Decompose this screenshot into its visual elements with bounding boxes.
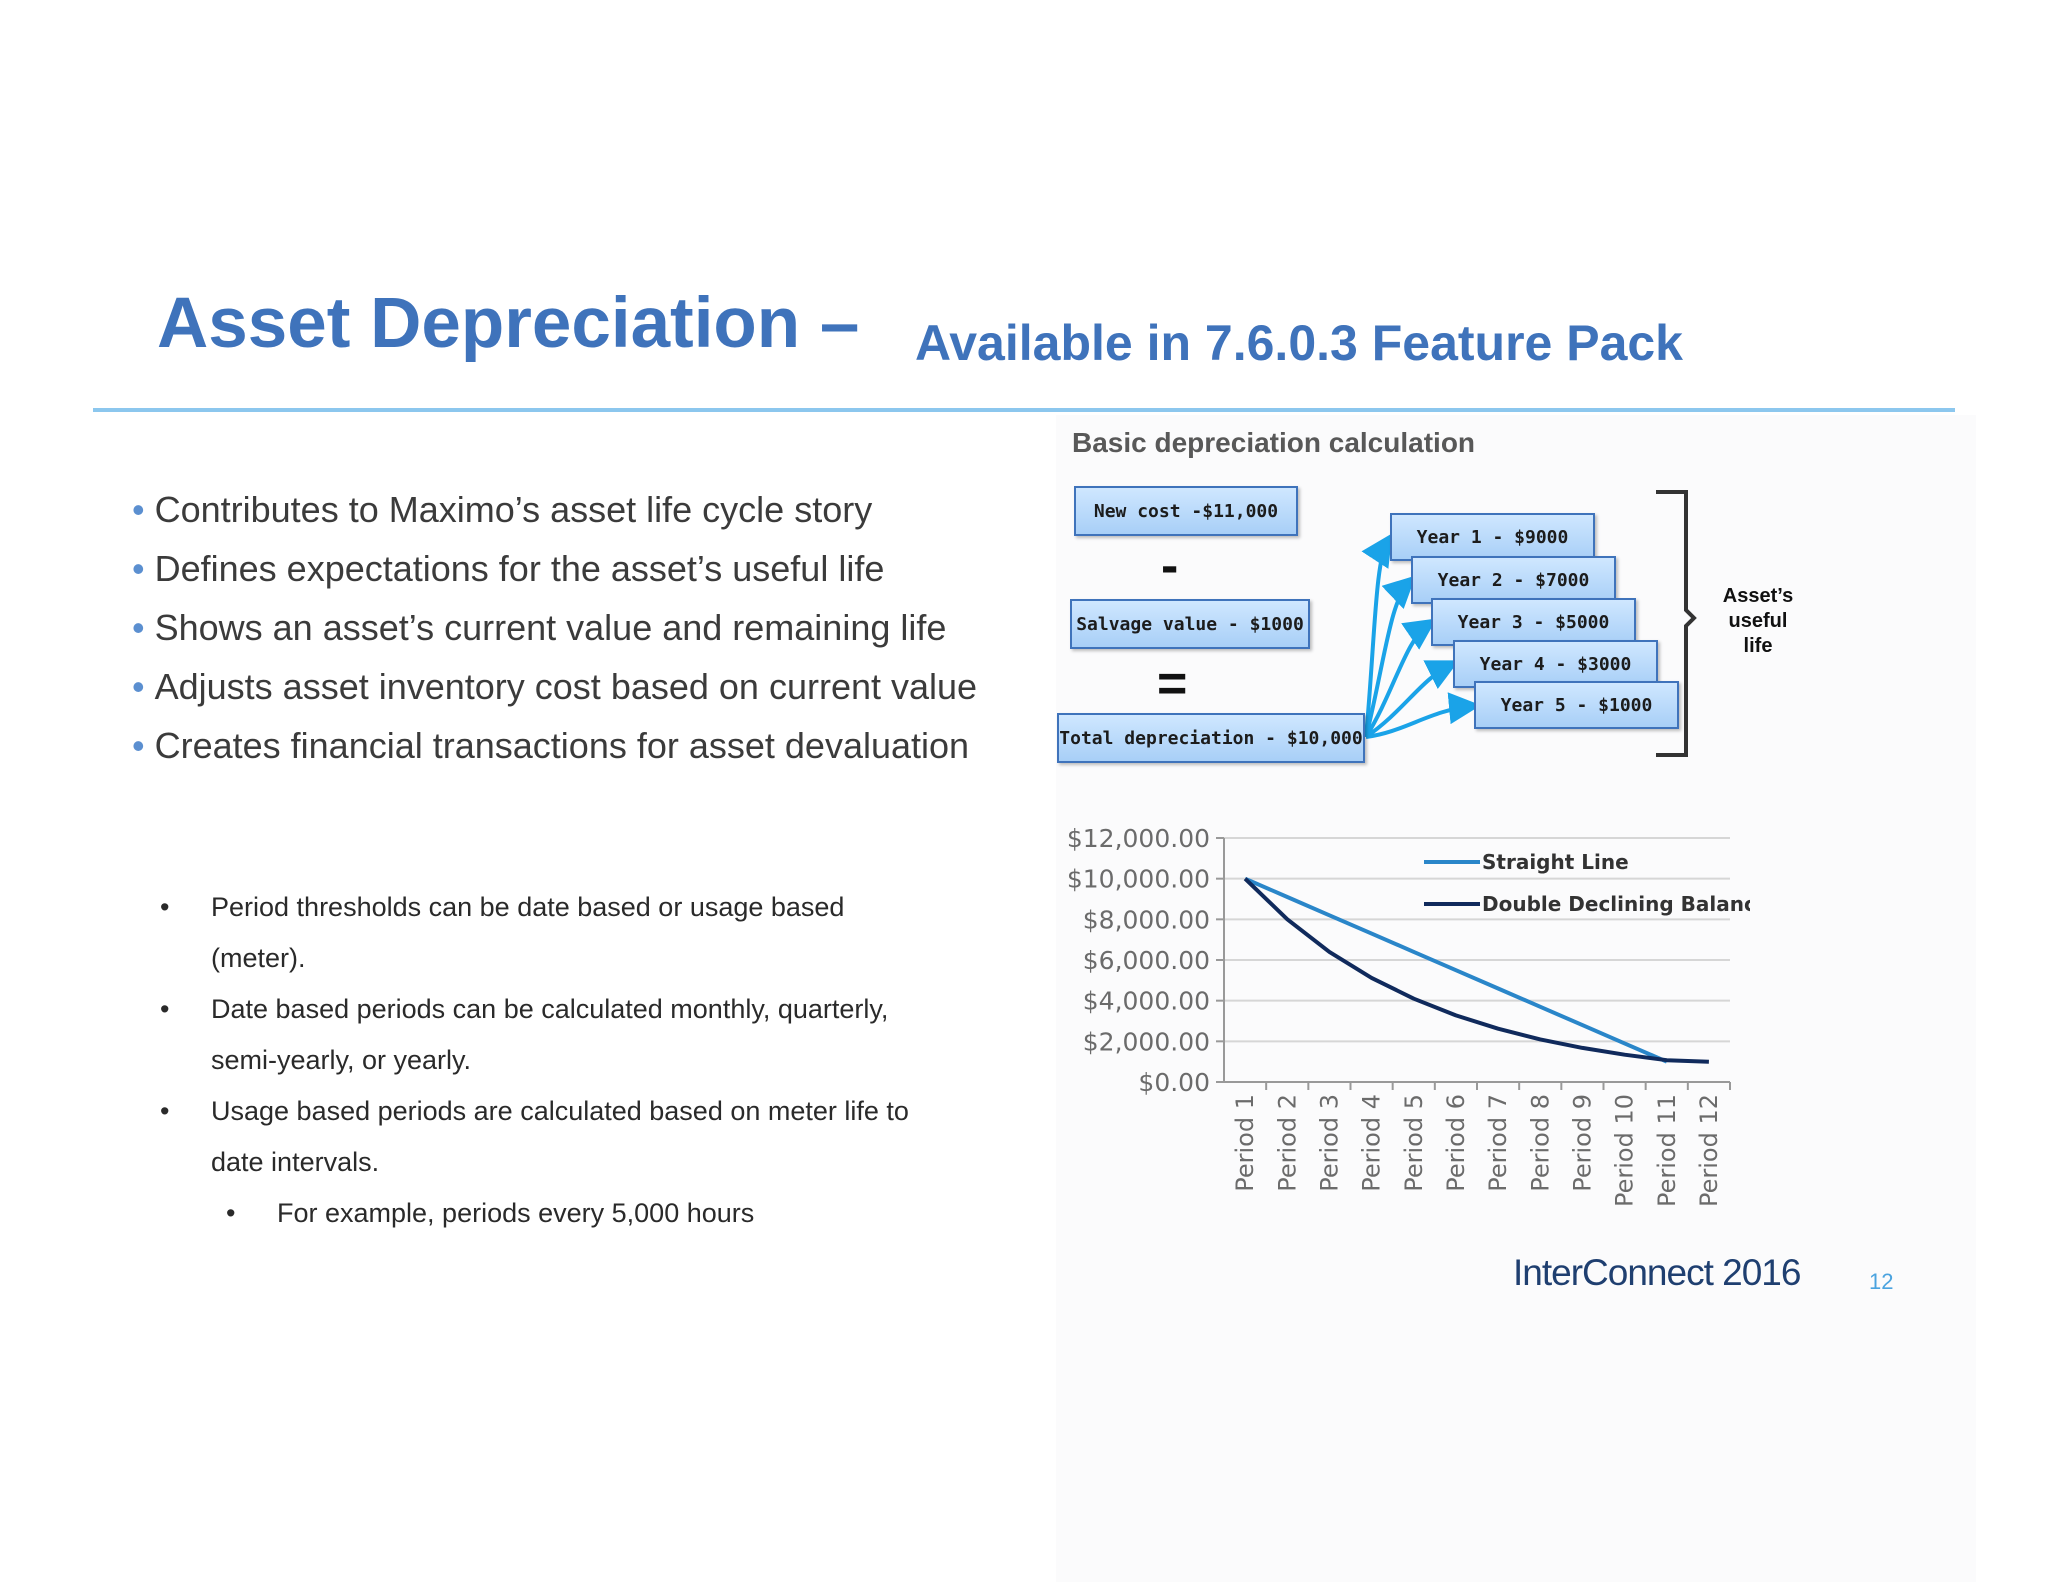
salvage-value-box: Salvage value - $1000	[1070, 599, 1310, 649]
x-tick-label: Period 11	[1653, 1094, 1681, 1207]
bullet-dot: •	[226, 1198, 236, 1228]
detail-bullet-cont: date intervals.	[160, 1137, 1000, 1188]
bullet-item: • Creates financial transactions for asse…	[132, 716, 977, 775]
x-tick-label: Period 12	[1695, 1094, 1723, 1207]
y-tick-label: $2,000.00	[1083, 1027, 1210, 1056]
useful-life-line: useful	[1728, 610, 1788, 632]
detail-line: Period thresholds can be date based or u…	[211, 892, 845, 922]
x-tick-label: Period 1	[1231, 1094, 1259, 1192]
detail-bullet-list: • Period thresholds can be date based or …	[160, 882, 1000, 1239]
series-line	[1243, 877, 1709, 1064]
page-number: 12	[1869, 1269, 1894, 1294]
minus-sign: -	[1161, 537, 1179, 595]
detail-line: semi-yearly, or yearly.	[211, 1045, 472, 1075]
detail-line: (meter).	[211, 943, 306, 973]
bullet-dot: •	[160, 994, 170, 1024]
x-tick-label: Period 6	[1442, 1094, 1470, 1192]
bullet-item: • Shows an asset’s current value and rema…	[132, 598, 977, 657]
bullet-text: Adjusts asset inventory cost based on cu…	[154, 666, 978, 707]
bullet-dot: •	[132, 607, 145, 648]
detail-line: Date based periods can be calculated mon…	[211, 994, 889, 1024]
year-4-box: Year 4 - $3000	[1453, 640, 1658, 688]
bracket	[1656, 490, 1697, 757]
bullet-dot: •	[132, 548, 145, 589]
bullet-dot: •	[132, 725, 145, 766]
equals-sign: =	[1157, 655, 1188, 713]
arrow-year-1	[1361, 533, 1393, 738]
bullet-text: Shows an asset’s current value and remai…	[154, 607, 947, 648]
year-2-box: Year 2 - $7000	[1411, 556, 1616, 604]
detail-bullet-cont: semi-yearly, or yearly.	[160, 1035, 1000, 1086]
series-line	[1244, 876, 1668, 1064]
x-tick-label: Period 3	[1315, 1094, 1343, 1192]
x-tick-label: Period 5	[1400, 1094, 1428, 1192]
x-tick-label: Period 7	[1484, 1094, 1512, 1192]
bullet-item: • Defines expectations for the asset’s us…	[132, 539, 977, 598]
y-tick-label: $0.00	[1138, 1068, 1210, 1097]
y-tick-label: $10,000.00	[1067, 865, 1210, 894]
slide-subtitle: Available in 7.6.0.3 Feature Pack	[915, 315, 1683, 371]
bullet-item: • Adjusts asset inventory cost based on c…	[132, 657, 977, 716]
detail-line: date intervals.	[211, 1147, 380, 1177]
title-divider	[93, 408, 1955, 412]
arrow-year-4	[1364, 660, 1460, 739]
year-5-box: Year 5 - $1000	[1474, 681, 1679, 729]
x-tick-label: Period 4	[1358, 1094, 1386, 1192]
detail-bullet: • Usage based periods are calculated base…	[160, 1086, 1000, 1137]
detail-line: Usage based periods are calculated based…	[211, 1096, 909, 1126]
x-tick-label: Period 10	[1611, 1094, 1639, 1207]
year-3-box: Year 3 - $5000	[1431, 598, 1636, 646]
arrow-year-5	[1365, 692, 1481, 739]
year-1-box: Year 1 - $9000	[1390, 513, 1595, 561]
total-depreciation-box: Total depreciation - $10,000	[1057, 713, 1365, 763]
main-bullet-list: • Contributes to Maximo’s asset life cycl…	[132, 480, 977, 775]
useful-life-line: Asset’s	[1722, 585, 1794, 607]
x-tick-label: Period 8	[1526, 1094, 1554, 1192]
bullet-item: • Contributes to Maximo’s asset life cycl…	[132, 480, 977, 539]
bullet-text: Contributes to Maximo’s asset life cycle…	[154, 489, 873, 530]
bullet-text: Defines expectations for the asset’s use…	[154, 548, 885, 589]
slide-title: Asset Depreciation –	[157, 284, 860, 363]
depreciation-line-chart: $12,000.00 $10,000.00 $8,000.00 $6,000.00 $4…	[1067, 824, 1750, 1207]
legend-label: Double Declining Balance	[1482, 892, 1750, 916]
bullet-dot: •	[132, 489, 145, 530]
x-tick-label: Period 2	[1273, 1094, 1301, 1192]
bullet-dot: •	[160, 892, 170, 922]
legend-label: Straight Line	[1482, 850, 1629, 874]
example-text: For example, periods every 5,000 hours	[277, 1198, 755, 1228]
arrow-year-2	[1364, 575, 1416, 738]
y-tick-label: $12,000.00	[1067, 824, 1210, 853]
useful-life-line: life	[1743, 635, 1773, 657]
calculation-title: Basic depreciation calculation	[1072, 427, 1476, 458]
useful-life-label: Asset’s useful life	[1704, 584, 1812, 659]
bullet-text: Creates financial transactions for asset…	[154, 725, 970, 766]
bullet-dot: •	[132, 666, 145, 707]
detail-bullet-cont: (meter).	[160, 933, 1000, 984]
y-tick-label: $8,000.00	[1083, 905, 1210, 934]
x-tick-label: Period 9	[1568, 1094, 1596, 1192]
example-bullet: • For example, periods every 5,000 hours	[160, 1188, 1000, 1239]
detail-bullet: • Period thresholds can be date based or …	[160, 882, 1000, 933]
y-tick-label: $4,000.00	[1083, 987, 1210, 1016]
footer-brand: InterConnect 2016	[1513, 1252, 1801, 1293]
detail-bullet: • Date based periods can be calculated mo…	[160, 984, 1000, 1035]
arrow-year-3	[1364, 618, 1437, 739]
y-tick-label: $6,000.00	[1083, 946, 1210, 975]
new-cost-box: New cost -$11,000	[1074, 486, 1298, 536]
bullet-dot: •	[160, 1096, 170, 1126]
